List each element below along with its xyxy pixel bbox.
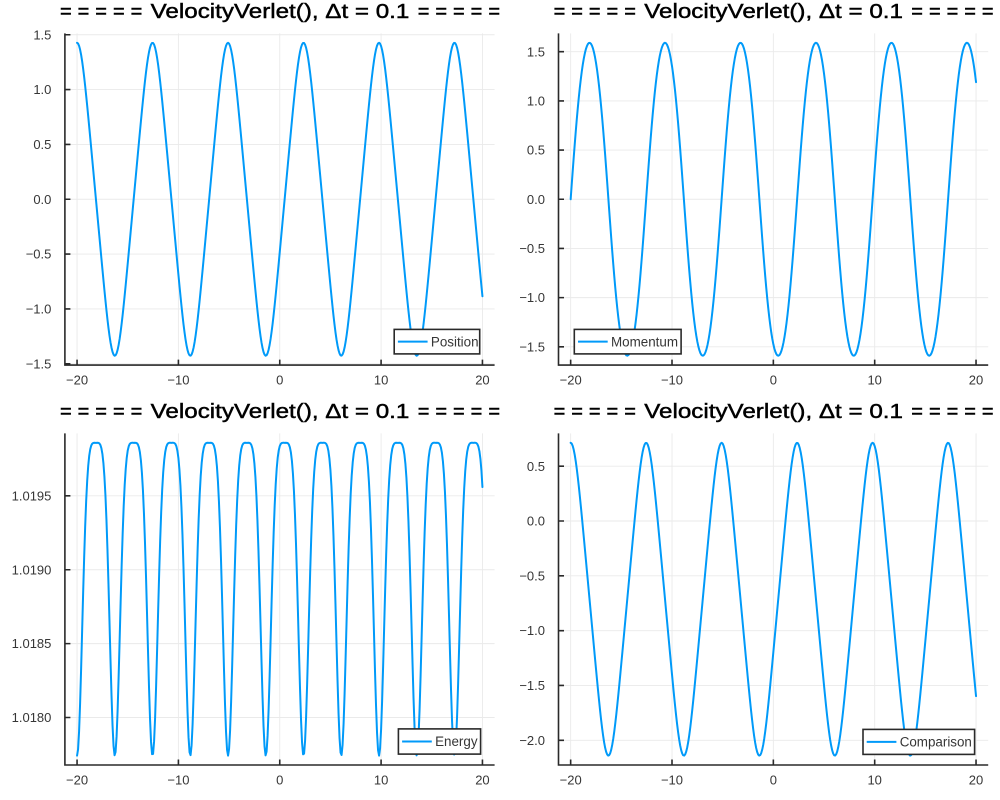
- svg-text:Energy: Energy: [435, 734, 478, 749]
- svg-text:−1.0: −1.0: [519, 623, 545, 638]
- svg-text:−20: −20: [560, 373, 582, 388]
- svg-text:−10: −10: [167, 773, 189, 788]
- svg-text:=====: =====: [554, 1, 636, 23]
- svg-text:−0.5: −0.5: [26, 247, 52, 262]
- svg-text:0: 0: [276, 773, 283, 788]
- svg-text:VelocityVerlet(), Δt = 0.1: VelocityVerlet(), Δt = 0.1: [151, 1, 410, 23]
- svg-text:−20: −20: [66, 373, 88, 388]
- svg-text:0.5: 0.5: [527, 459, 545, 474]
- svg-text:20: 20: [969, 373, 983, 388]
- svg-text:10: 10: [867, 373, 881, 388]
- svg-text:0.0: 0.0: [527, 192, 545, 207]
- svg-text:=====: =====: [911, 1, 993, 23]
- svg-text:−1.5: −1.5: [519, 678, 545, 693]
- svg-text:1.0190: 1.0190: [12, 562, 52, 577]
- svg-text:10: 10: [867, 773, 881, 788]
- svg-text:0.5: 0.5: [33, 137, 51, 152]
- svg-text:0.0: 0.0: [33, 192, 51, 207]
- svg-text:=====: =====: [554, 401, 636, 423]
- svg-text:−1.0: −1.0: [26, 302, 52, 317]
- svg-text:0: 0: [276, 373, 283, 388]
- svg-text:VelocityVerlet(), Δt = 0.1: VelocityVerlet(), Δt = 0.1: [151, 401, 410, 423]
- svg-text:1.0185: 1.0185: [12, 636, 52, 651]
- svg-text:−10: −10: [661, 373, 683, 388]
- svg-text:−1.0: −1.0: [519, 290, 545, 305]
- svg-text:10: 10: [374, 373, 388, 388]
- svg-text:−1.5: −1.5: [26, 356, 52, 371]
- svg-text:=====: =====: [911, 401, 993, 423]
- svg-text:0.5: 0.5: [527, 143, 545, 158]
- svg-text:1.0: 1.0: [33, 82, 51, 97]
- svg-text:1.5: 1.5: [33, 27, 51, 42]
- svg-text:20: 20: [475, 773, 489, 788]
- svg-text:Momentum: Momentum: [611, 334, 678, 349]
- svg-text:−20: −20: [560, 773, 582, 788]
- svg-text:0.0: 0.0: [527, 514, 545, 529]
- svg-text:Comparison: Comparison: [900, 735, 972, 750]
- svg-text:VelocityVerlet(), Δt = 0.1: VelocityVerlet(), Δt = 0.1: [644, 1, 903, 23]
- svg-text:=====: =====: [60, 401, 142, 423]
- svg-text:−10: −10: [661, 773, 683, 788]
- svg-text:20: 20: [475, 373, 489, 388]
- svg-text:−0.5: −0.5: [519, 568, 545, 583]
- svg-text:Position: Position: [431, 334, 479, 349]
- svg-text:0: 0: [770, 373, 777, 388]
- svg-text:−1.5: −1.5: [519, 339, 545, 354]
- svg-text:=====: =====: [418, 1, 500, 23]
- svg-text:−2.0: −2.0: [519, 733, 545, 748]
- svg-text:−20: −20: [66, 773, 88, 788]
- svg-text:1.5: 1.5: [527, 44, 545, 59]
- svg-text:VelocityVerlet(), Δt = 0.1: VelocityVerlet(), Δt = 0.1: [644, 401, 903, 423]
- svg-text:20: 20: [969, 773, 983, 788]
- svg-text:−10: −10: [167, 373, 189, 388]
- svg-text:=====: =====: [418, 401, 500, 423]
- svg-text:1.0180: 1.0180: [12, 710, 52, 725]
- svg-text:10: 10: [374, 773, 388, 788]
- svg-text:=====: =====: [60, 1, 142, 23]
- svg-text:−0.5: −0.5: [519, 241, 545, 256]
- svg-text:1.0195: 1.0195: [12, 488, 52, 503]
- svg-text:1.0: 1.0: [527, 93, 545, 108]
- svg-text:0: 0: [770, 773, 777, 788]
